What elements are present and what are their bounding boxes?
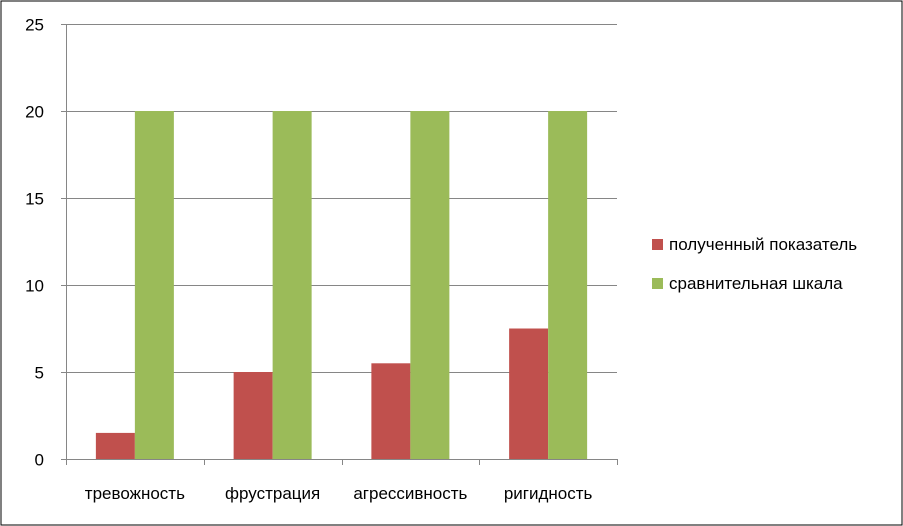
y-tick-label-15: 15 — [25, 190, 44, 209]
y-tick-label-25: 25 — [25, 16, 44, 35]
y-tick-label-20: 20 — [25, 103, 44, 122]
y-tick-label-0: 0 — [35, 451, 44, 470]
bar-comparative-0 — [134, 111, 174, 459]
bar-comparative-1 — [272, 111, 312, 459]
legend-label-0: полученный показатель — [669, 235, 857, 254]
bar-obtained-0 — [95, 432, 135, 459]
bar-comparative-3 — [548, 111, 588, 459]
legend-label-1: сравнительная шкала — [669, 274, 843, 293]
y-tick-labels: 0 5 10 15 20 25 — [25, 16, 66, 470]
category-labels: тревожность фрустрация агрессивность ригидн… — [85, 484, 593, 503]
bar-obtained-2 — [371, 363, 411, 459]
category-label-2: агрессивность — [353, 484, 467, 503]
category-label-1: фрустрация — [225, 484, 320, 503]
category-label-0: тревожность — [85, 484, 185, 503]
axes — [66, 24, 618, 465]
bars — [95, 111, 588, 459]
bar-comparative-2 — [410, 111, 450, 459]
legend: полученный показатель сравнительная шкала — [652, 235, 857, 293]
y-tick-label-5: 5 — [35, 364, 44, 383]
legend-swatch-0 — [652, 239, 663, 250]
legend-swatch-1 — [652, 278, 663, 289]
category-label-3: ригидность — [504, 484, 593, 503]
bar-obtained-1 — [233, 372, 273, 459]
bar-obtained-3 — [509, 328, 549, 459]
y-tick-label-10: 10 — [25, 277, 44, 296]
